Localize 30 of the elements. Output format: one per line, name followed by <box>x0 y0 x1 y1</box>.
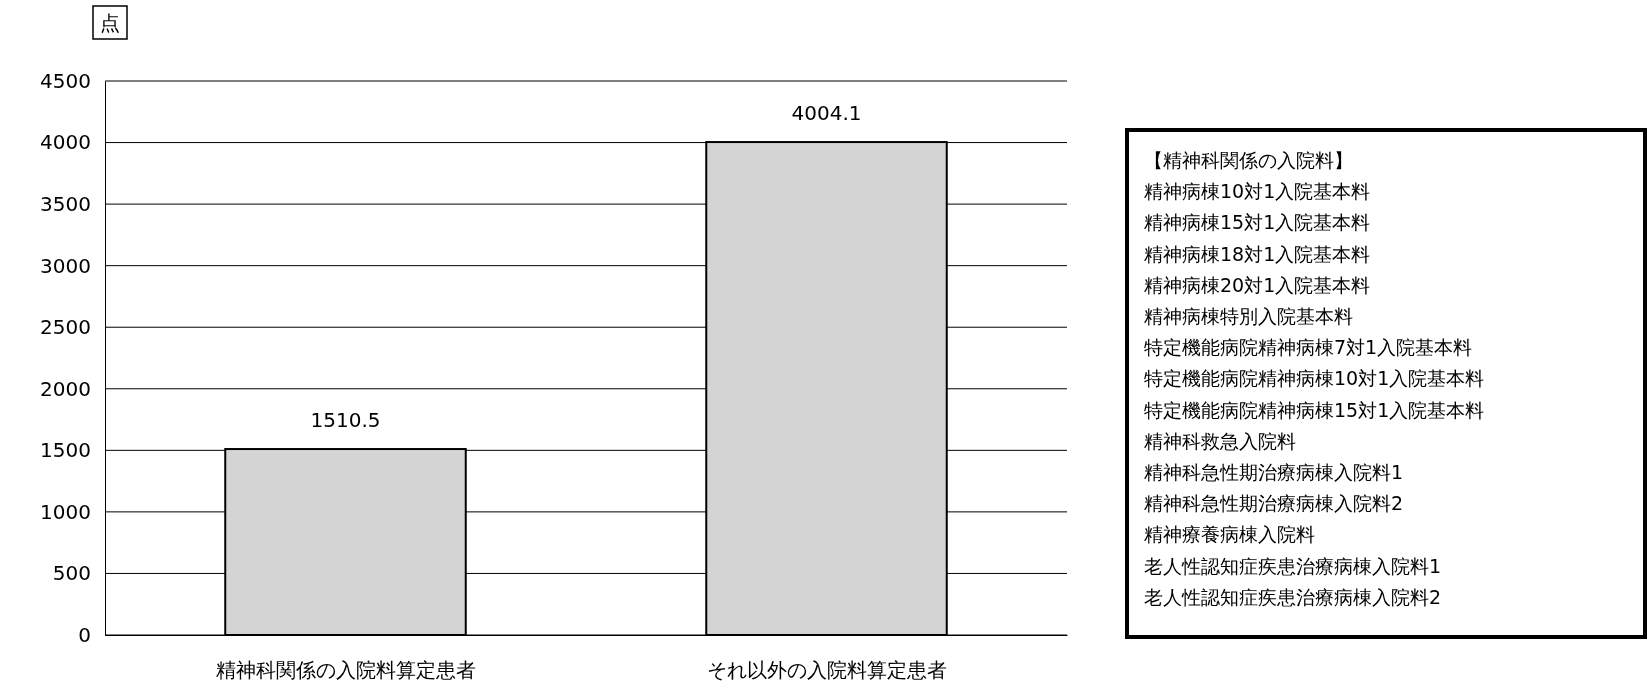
text: 精神科急性期治療病棟入院料1 <box>1144 461 1404 483</box>
y-axis-title: 点 <box>100 11 120 35</box>
text: 精神療養病棟入院料 <box>1144 523 1315 546</box>
text: 精神病棟15対1入院基本料 <box>1144 211 1371 234</box>
y-tick-label: 2500 <box>40 315 91 340</box>
y-tick-label: 1000 <box>40 499 91 524</box>
text: 精神病棟20対1入院基本料 <box>1144 273 1371 296</box>
data-label: 4004.1 <box>791 101 862 126</box>
y-tick-label: 2000 <box>40 376 91 401</box>
y-tick-label: 4000 <box>40 130 91 155</box>
text: 特定機能病院精神病棟15対1入院基本料 <box>1144 398 1485 421</box>
text: 精神病棟特別入院基本料 <box>1144 305 1353 327</box>
x-tick-label: 精神科関係の入院料算定患者 <box>215 658 476 683</box>
y-tick-label: 4500 <box>40 68 91 93</box>
text: 特定機能病院精神病棟7対1入院基本料 <box>1144 336 1473 359</box>
text: 精神病棟18対1入院基本料 <box>1144 242 1371 265</box>
y-tick-label: 3000 <box>40 253 91 278</box>
text: 老人性認知症疾患治療病棟入院料1 <box>1144 554 1442 577</box>
y-tick-label: 1500 <box>40 438 91 463</box>
data-label: 1510.5 <box>310 408 381 433</box>
x-tick-label: それ以外の入院料算定患者 <box>706 658 947 683</box>
text: 老人性認知症疾患治療病棟入院料2 <box>1144 585 1442 608</box>
text: 精神科急性期治療病棟入院料2 <box>1144 492 1404 515</box>
text: 【精神科関係の入院料】 <box>1144 149 1353 171</box>
y-tick-label: 500 <box>52 561 91 586</box>
y-tick-label: 0 <box>78 622 91 647</box>
y-tick-label: 3500 <box>40 192 91 217</box>
text: 精神病棟10対1入院基本料 <box>1144 180 1371 203</box>
text: 精神科救急入院料 <box>1144 429 1296 452</box>
text: 特定機能病院精神病棟10対1入院基本料 <box>1144 367 1485 390</box>
